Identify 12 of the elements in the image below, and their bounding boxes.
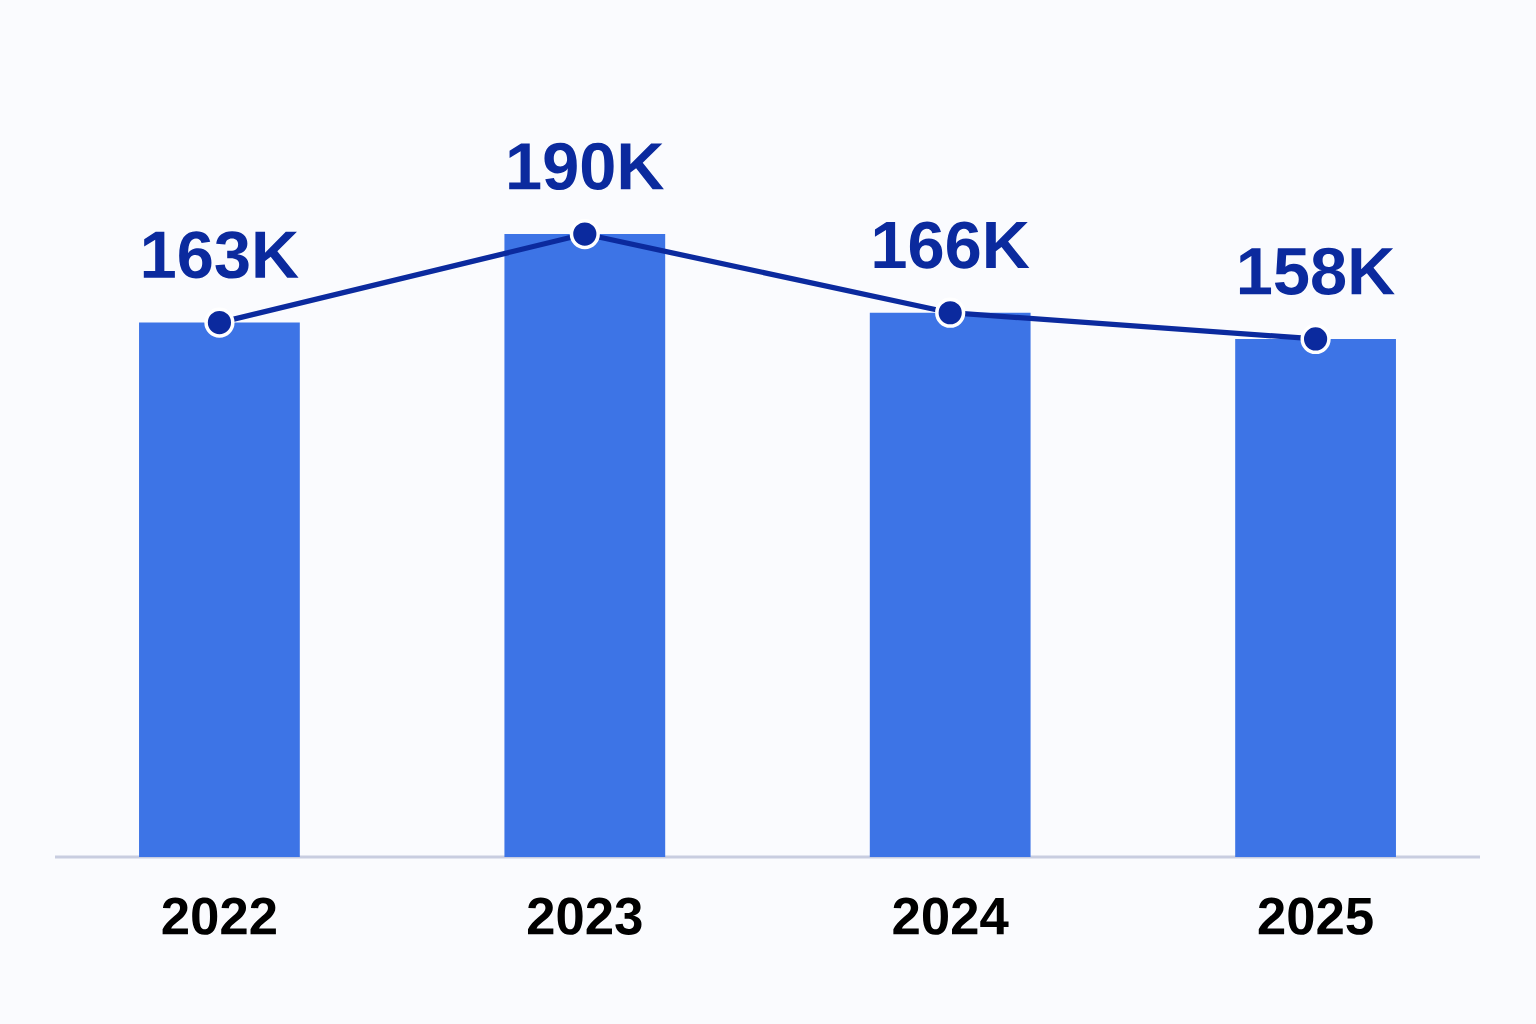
data-label: 163K (143, 231, 299, 279)
x-tick-label: 2025 (1258, 897, 1373, 935)
data-label: 166K (874, 221, 1030, 269)
data-label: 190K (509, 142, 664, 191)
x-tick-label: 2023 (527, 897, 642, 935)
bar (504, 234, 666, 857)
x-tick-label: 2022 (162, 897, 276, 935)
bar (1235, 338, 1396, 857)
x-tick-label: 2024 (893, 897, 1009, 935)
bar (869, 312, 1031, 857)
bar (139, 322, 300, 857)
data-label: 158K (1239, 247, 1395, 295)
